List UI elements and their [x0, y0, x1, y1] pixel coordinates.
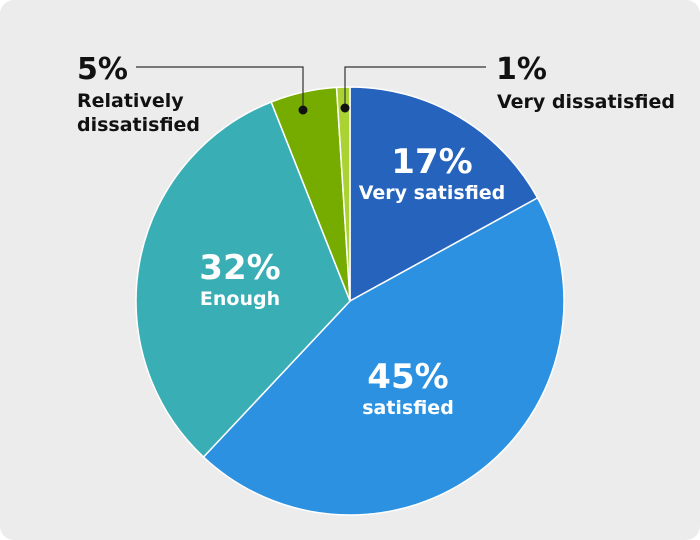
very-dissatisfied-percent: 1%	[496, 52, 547, 87]
slice-satisfied	[202, 197, 565, 516]
enough-percent: 32%	[199, 248, 280, 288]
satisfied-label: satisfied	[362, 397, 454, 419]
leader-very-dissatisfied	[344, 66, 486, 108]
very-satisfied-label: Very satisfied	[359, 182, 506, 204]
satisfied-percent: 45%	[367, 357, 448, 397]
relatively-dissatisfied-label-line2: dissatisfied	[77, 114, 200, 136]
slice-very-satisfied	[349, 86, 539, 302]
leader-dot-very-dissatisfied	[340, 103, 350, 113]
slice-enough	[135, 101, 351, 458]
relatively-dissatisfied-label-line1: Relatively	[77, 90, 184, 112]
very-satisfied-percent: 17%	[391, 142, 472, 182]
relatively-dissatisfied-percent: 5%	[77, 52, 128, 87]
leader-dot-relatively-dissatisfied	[298, 105, 308, 115]
slice-very-dissatisfied	[335, 86, 351, 302]
very-dissatisfied-label: Very dissatisfied	[497, 91, 675, 113]
enough-label: Enough	[200, 288, 280, 310]
leader-relatively-dissatisfied	[136, 66, 304, 110]
